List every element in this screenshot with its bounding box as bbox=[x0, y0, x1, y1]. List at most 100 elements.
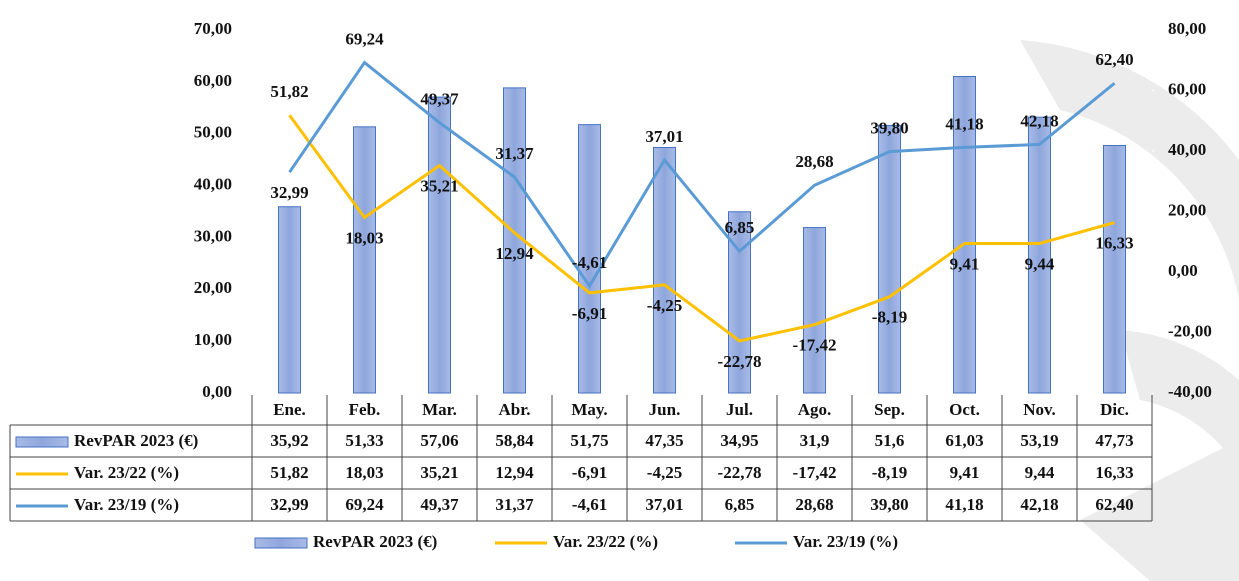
data-label: -22,78 bbox=[718, 352, 762, 371]
x-tick-label: Ene. bbox=[273, 400, 306, 419]
table-cell: 42,18 bbox=[1020, 495, 1058, 514]
table-cell: -4,25 bbox=[647, 463, 682, 482]
y2-tick-label: 40,00 bbox=[1168, 140, 1206, 159]
bar bbox=[1103, 144, 1126, 394]
table-cell: 6,85 bbox=[725, 495, 755, 514]
data-label: 35,21 bbox=[420, 176, 458, 195]
table-cell: 49,37 bbox=[420, 495, 459, 514]
data-label: 51,82 bbox=[270, 82, 308, 101]
table-cell: 53,19 bbox=[1020, 431, 1058, 450]
table-cell: -17,42 bbox=[793, 463, 837, 482]
x-tick-label: Nov. bbox=[1023, 400, 1056, 419]
table-cell: 35,92 bbox=[270, 431, 308, 450]
y-tick-label: 60,00 bbox=[194, 71, 232, 90]
y2-tick-label: 80,00 bbox=[1168, 19, 1206, 38]
row-label: Var. 23/19 (%) bbox=[74, 495, 179, 514]
y-tick-label: 40,00 bbox=[194, 174, 232, 193]
table-cell: 35,21 bbox=[420, 463, 458, 482]
data-label: 28,68 bbox=[795, 152, 833, 171]
y-tick-label: 50,00 bbox=[194, 123, 232, 142]
bar bbox=[353, 126, 376, 394]
bar bbox=[953, 76, 976, 394]
data-label: 49,37 bbox=[420, 90, 459, 109]
table-cell: 32,99 bbox=[270, 495, 308, 514]
bar bbox=[803, 227, 826, 394]
data-label: 39,80 bbox=[870, 119, 908, 138]
y2-tick-label: 0,00 bbox=[1168, 261, 1198, 280]
y-tick-label: 0,00 bbox=[202, 382, 232, 401]
table-cell: 16,33 bbox=[1095, 463, 1133, 482]
table-cell: 69,24 bbox=[345, 495, 384, 514]
table-cell: 58,84 bbox=[495, 431, 534, 450]
bar bbox=[428, 96, 451, 394]
table-cell: 12,94 bbox=[495, 463, 534, 482]
table-cell: 9,41 bbox=[950, 463, 980, 482]
data-label: -4,61 bbox=[572, 253, 607, 272]
y2-tick-label: 20,00 bbox=[1168, 200, 1206, 219]
data-label: 18,03 bbox=[345, 228, 383, 247]
data-table: Ene. Feb. Mar. Abr. May. Jun. Jul. Ago. Sep. Oct.… bbox=[9, 395, 1153, 522]
bar bbox=[878, 124, 901, 394]
y-tick-label: 20,00 bbox=[194, 278, 232, 297]
table-cell: 28,68 bbox=[795, 495, 833, 514]
table-cell: 31,37 bbox=[495, 495, 534, 514]
data-label: 37,01 bbox=[645, 127, 683, 146]
table-cell: 37,01 bbox=[645, 495, 683, 514]
y-tick-label: 30,00 bbox=[194, 226, 232, 245]
watermark bbox=[1020, 40, 1239, 581]
data-label: 9,44 bbox=[1025, 254, 1055, 273]
x-tick-label: Abr. bbox=[499, 400, 531, 419]
data-label: 12,94 bbox=[495, 244, 534, 263]
table-cell: 47,35 bbox=[645, 431, 683, 450]
legend-label: Var. 23/22 (%) bbox=[553, 532, 658, 551]
row-label: RevPAR 2023 (€) bbox=[74, 431, 198, 450]
data-label: 62,40 bbox=[1095, 50, 1133, 69]
x-tick-label: Dic. bbox=[1100, 400, 1129, 419]
table-cell: 39,80 bbox=[870, 495, 908, 514]
data-label: 32,99 bbox=[270, 183, 308, 202]
data-label: -6,91 bbox=[572, 304, 607, 323]
bar bbox=[653, 146, 676, 394]
table-cell: 18,03 bbox=[345, 463, 383, 482]
table-cell: 61,03 bbox=[945, 431, 983, 450]
data-label: -17,42 bbox=[793, 336, 837, 355]
data-label: -8,19 bbox=[872, 308, 907, 327]
table-cell: 62,40 bbox=[1095, 495, 1133, 514]
line bbox=[288, 60, 1116, 289]
x-tick-label: Feb. bbox=[349, 400, 381, 419]
data-label: 41,18 bbox=[945, 114, 983, 133]
x-tick-label: Sep. bbox=[874, 400, 905, 419]
bar bbox=[1028, 116, 1051, 394]
table-cell: 57,06 bbox=[420, 431, 458, 450]
table-cell: -8,19 bbox=[872, 463, 907, 482]
y2-tick-label: -20,00 bbox=[1168, 321, 1212, 340]
data-label: 6,85 bbox=[725, 218, 755, 237]
legend-label: RevPAR 2023 (€) bbox=[313, 532, 437, 551]
y2-tick-label: 60,00 bbox=[1168, 79, 1206, 98]
legend-swatch bbox=[254, 537, 308, 549]
data-label: 42,18 bbox=[1020, 111, 1058, 130]
table-cell: -6,91 bbox=[572, 463, 607, 482]
bar bbox=[278, 206, 301, 394]
data-label: -4,25 bbox=[647, 296, 682, 315]
table-cell: 31,9 bbox=[800, 431, 830, 450]
y-tick-label: 70,00 bbox=[194, 19, 232, 38]
table-cell: 51,75 bbox=[570, 431, 608, 450]
legend-label: Var. 23/19 (%) bbox=[793, 532, 898, 551]
table-cell: 47,73 bbox=[1095, 431, 1133, 450]
table-cell: 9,44 bbox=[1025, 463, 1055, 482]
legend-swatch bbox=[15, 436, 69, 448]
table-cell: -4,61 bbox=[572, 495, 607, 514]
line bbox=[288, 114, 1115, 343]
y-tick-label: 10,00 bbox=[194, 330, 232, 349]
bar bbox=[578, 124, 601, 394]
data-label: 9,41 bbox=[950, 254, 980, 273]
y2-tick-label: -40,00 bbox=[1168, 382, 1212, 401]
table-cell: 34,95 bbox=[720, 431, 758, 450]
x-tick-label: Oct. bbox=[949, 400, 980, 419]
data-label: 31,37 bbox=[495, 144, 534, 163]
x-tick-label: Jul. bbox=[726, 400, 753, 419]
x-tick-label: Mar. bbox=[422, 400, 457, 419]
table-cell: -22,78 bbox=[718, 463, 762, 482]
